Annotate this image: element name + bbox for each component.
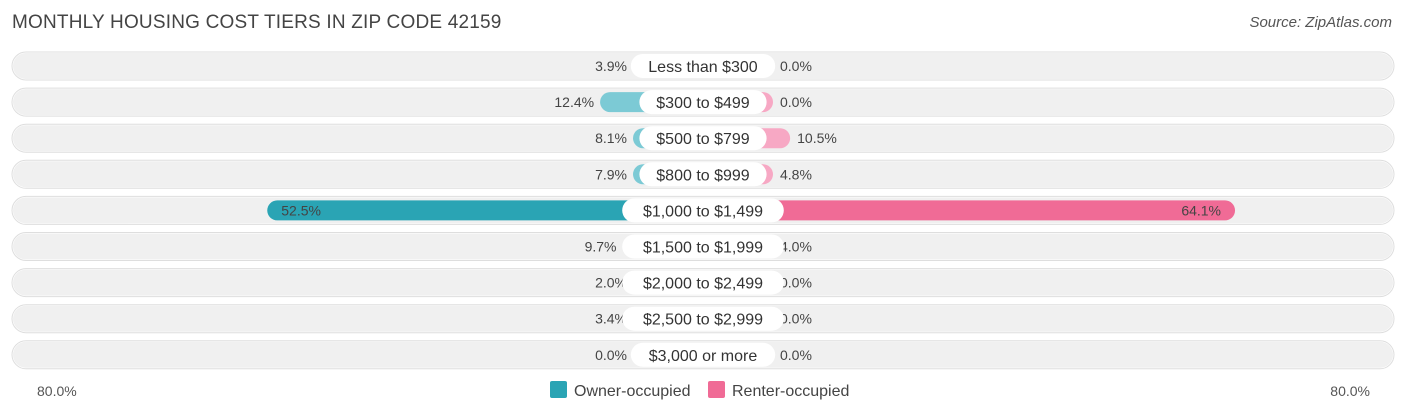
owner-value-label: 3.4% — [595, 311, 627, 327]
category-label: Less than $300 — [648, 59, 758, 76]
category-label: $800 to $999 — [656, 167, 750, 184]
owner-value-label: 9.7% — [585, 239, 617, 255]
renter-value-label: 0.0% — [780, 311, 812, 327]
owner-value-label: 2.0% — [595, 275, 627, 291]
renter-value-label: 10.5% — [797, 130, 837, 146]
category-pill — [630, 342, 776, 367]
chart-source: Source: ZipAtlas.com — [1249, 14, 1392, 31]
renter-value-label: 64.1% — [1181, 202, 1221, 218]
renter-bar — [703, 200, 1236, 221]
owner-value-label: 0.0% — [595, 347, 627, 363]
category-pill — [622, 270, 784, 295]
category-label: $2,500 to $2,999 — [643, 312, 763, 329]
legend-swatch-renter — [708, 381, 725, 398]
owner-bar — [267, 200, 703, 221]
chart-title: MONTHLY HOUSING COST TIERS IN ZIP CODE 4… — [12, 12, 502, 33]
category-pill — [639, 126, 767, 151]
renter-value-label: 0.0% — [780, 275, 812, 291]
renter-value-label: 4.8% — [780, 166, 812, 182]
renter-value-label: 0.0% — [780, 58, 812, 74]
category-label: $300 to $499 — [656, 95, 750, 112]
category-pill — [622, 234, 784, 259]
category-label: $1,000 to $1,499 — [643, 203, 763, 220]
category-label: $500 to $799 — [656, 131, 750, 148]
owner-value-label: 12.4% — [554, 94, 594, 110]
legend-swatch-owner — [550, 381, 567, 398]
category-pill — [639, 90, 767, 115]
renter-value-label: 4.0% — [780, 239, 812, 255]
category-pill — [630, 54, 776, 78]
owner-value-label: 7.9% — [595, 166, 627, 182]
category-pill — [622, 198, 784, 223]
renter-value-label: 0.0% — [780, 347, 812, 363]
legend: Owner-occupied Renter-occupied — [550, 381, 849, 400]
category-label: $3,000 or more — [649, 348, 758, 365]
category-label: $2,000 to $2,499 — [643, 276, 763, 293]
legend-label-renter: Renter-occupied — [732, 383, 849, 400]
axis-left-label: 80.0% — [37, 383, 77, 399]
category-pill — [622, 306, 784, 331]
renter-value-label: 0.0% — [780, 94, 812, 110]
category-label: $1,500 to $1,999 — [643, 240, 763, 257]
owner-value-label: 3.9% — [595, 58, 627, 74]
axis-right-label: 80.0% — [1330, 383, 1370, 399]
category-pill — [639, 162, 767, 187]
owner-value-label: 8.1% — [595, 130, 627, 146]
legend-label-owner: Owner-occupied — [574, 383, 691, 400]
owner-value-label: 52.5% — [281, 202, 321, 218]
